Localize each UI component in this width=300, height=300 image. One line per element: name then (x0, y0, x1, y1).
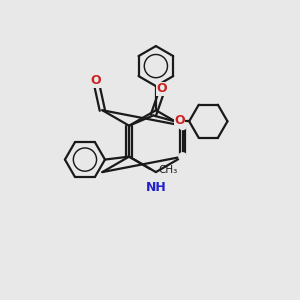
Text: CH₃: CH₃ (159, 166, 178, 176)
Text: O: O (91, 74, 101, 87)
Circle shape (179, 122, 187, 130)
Text: NH: NH (146, 181, 166, 194)
Text: O: O (157, 82, 167, 95)
Circle shape (179, 153, 187, 160)
Text: O: O (174, 114, 185, 127)
